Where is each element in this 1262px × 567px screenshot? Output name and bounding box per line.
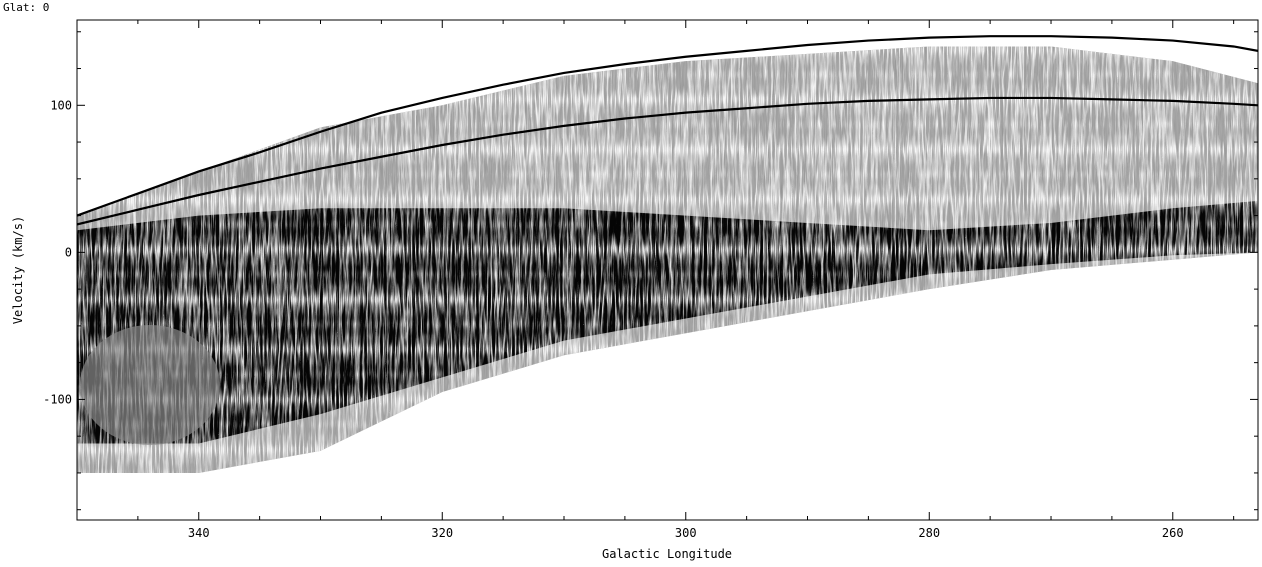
x-tick-label: 280 bbox=[918, 526, 940, 540]
glat-label: Glat: 0 bbox=[3, 1, 49, 14]
rotation-curve-line-1 bbox=[77, 35, 1258, 217]
x-axis: 340 320 300 280 260 bbox=[137, 20, 1235, 540]
dense-emission-streaks bbox=[77, 46, 1258, 473]
y-axis: 100 0 -100 bbox=[43, 31, 1258, 511]
y-axis-label: Velocity (km/s) bbox=[11, 216, 25, 324]
x-tick-label: 340 bbox=[188, 526, 210, 540]
low-velocity-pocket bbox=[80, 325, 220, 445]
y-tick-label: 100 bbox=[50, 98, 72, 112]
y-tick-label: -100 bbox=[43, 392, 72, 406]
plot-frame bbox=[76, 19, 1259, 521]
x-tick-label: 260 bbox=[1162, 526, 1184, 540]
x-tick-label: 320 bbox=[431, 526, 453, 540]
series-layer bbox=[77, 35, 1258, 226]
x-axis-label: Galactic Longitude bbox=[602, 547, 732, 561]
x-tick-label: 300 bbox=[675, 526, 697, 540]
rotation-curve-line-2 bbox=[77, 96, 1258, 226]
emission-layer bbox=[77, 46, 1258, 473]
y-tick-label: 0 bbox=[65, 245, 72, 259]
